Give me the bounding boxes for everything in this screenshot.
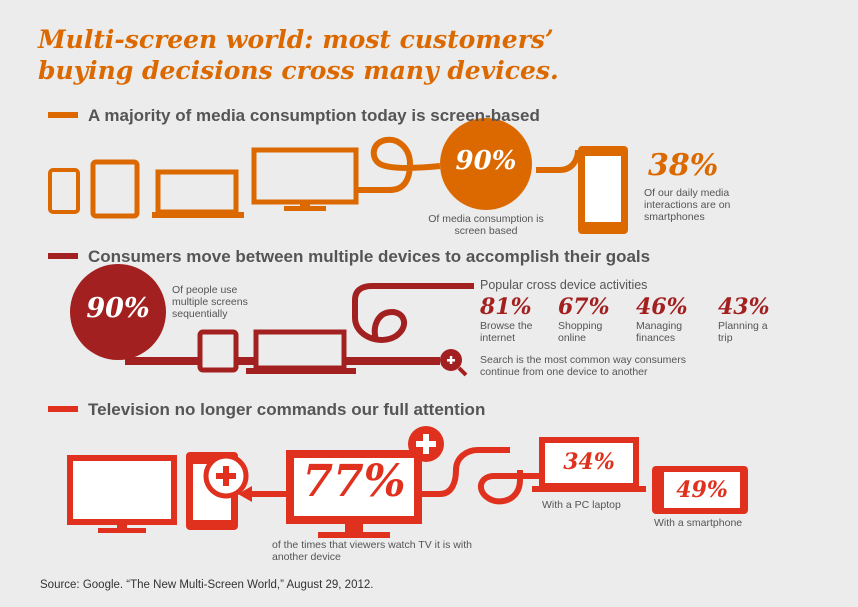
smartphone-icon (197, 329, 239, 373)
title-line-1: Multi-screen world: most customers’ (38, 25, 554, 54)
title-line-2: buying decisions cross many devices. (38, 56, 559, 85)
monitor-icon (251, 147, 359, 211)
activity-item: 46% Managing finances (636, 294, 700, 344)
tablet-icon (90, 159, 140, 219)
smartphone-icon (48, 168, 80, 214)
smartphone-share-caption: Of our daily media interactions are on s… (644, 187, 731, 223)
activity-item: 81% Browse the internet (480, 294, 552, 344)
smartphone-share-value: 49% (676, 477, 728, 503)
activity-value: 43% (718, 294, 770, 320)
source-note: Source: Google. “The New Multi-Screen Wo… (40, 579, 374, 591)
activity-item: 67% Shopping online (558, 294, 622, 344)
activity-label: Browse the internet (480, 320, 533, 344)
laptop-icon (246, 329, 356, 374)
activity-label: Managing finances (636, 320, 683, 344)
laptop-icon (152, 169, 244, 218)
section-3-heading: Television no longer commands our full a… (48, 400, 485, 420)
laptop-share-caption: With a PC laptop (542, 499, 621, 511)
section-1-heading-text: A majority of media consumption today is… (88, 106, 540, 125)
smartphone-icon (652, 466, 748, 514)
connector-loop (356, 136, 441, 193)
stat-circle-value: 90% (455, 146, 517, 176)
activity-label: Shopping online (558, 320, 603, 344)
tablet-plus-icon (186, 452, 249, 530)
activity-value: 46% (636, 294, 688, 320)
section-marker (48, 253, 78, 260)
tv-multitask-value: 77% (302, 456, 406, 507)
search-plus-icon (440, 349, 468, 377)
activity-label: Planning a trip (718, 320, 768, 344)
tv-icon-center (286, 450, 422, 538)
activity-item: 43% Planning a trip (718, 294, 778, 344)
activity-value: 67% (558, 294, 610, 320)
tv-icon (67, 455, 177, 533)
stat-circle (70, 264, 166, 360)
smartphone-share-value: 38% (648, 148, 719, 183)
laptop-share-value: 34% (563, 449, 615, 475)
section-1-heading: A majority of media consumption today is… (48, 106, 540, 126)
section-2-heading-text: Consumers move between multiple devices … (88, 247, 651, 266)
stat-circle-caption: Of media consumption is screen based (428, 213, 544, 237)
search-note: Search is the most common way consumers … (480, 354, 686, 378)
plus-icon (408, 426, 444, 462)
section-marker (48, 112, 78, 119)
tv-multitask-caption: of the times that viewers watch TV it is… (272, 539, 472, 563)
activities-title: Popular cross device activities (480, 278, 648, 292)
laptop-icon (532, 437, 646, 492)
smartphone-share-caption: With a smartphone (654, 517, 743, 529)
stat-circle-value: 90% (86, 293, 150, 324)
activity-value: 81% (480, 294, 532, 320)
smartphone-icon-large (578, 146, 628, 234)
page-title: Multi-screen world: most customers’ buyi… (38, 24, 818, 86)
section-3-heading-text: Television no longer commands our full a… (88, 400, 486, 419)
stat-circle (440, 118, 532, 210)
section-marker (48, 406, 78, 413)
section-2-heading: Consumers move between multiple devices … (48, 247, 650, 267)
stat-circle-caption: Of people use multiple screens sequentia… (172, 284, 248, 320)
